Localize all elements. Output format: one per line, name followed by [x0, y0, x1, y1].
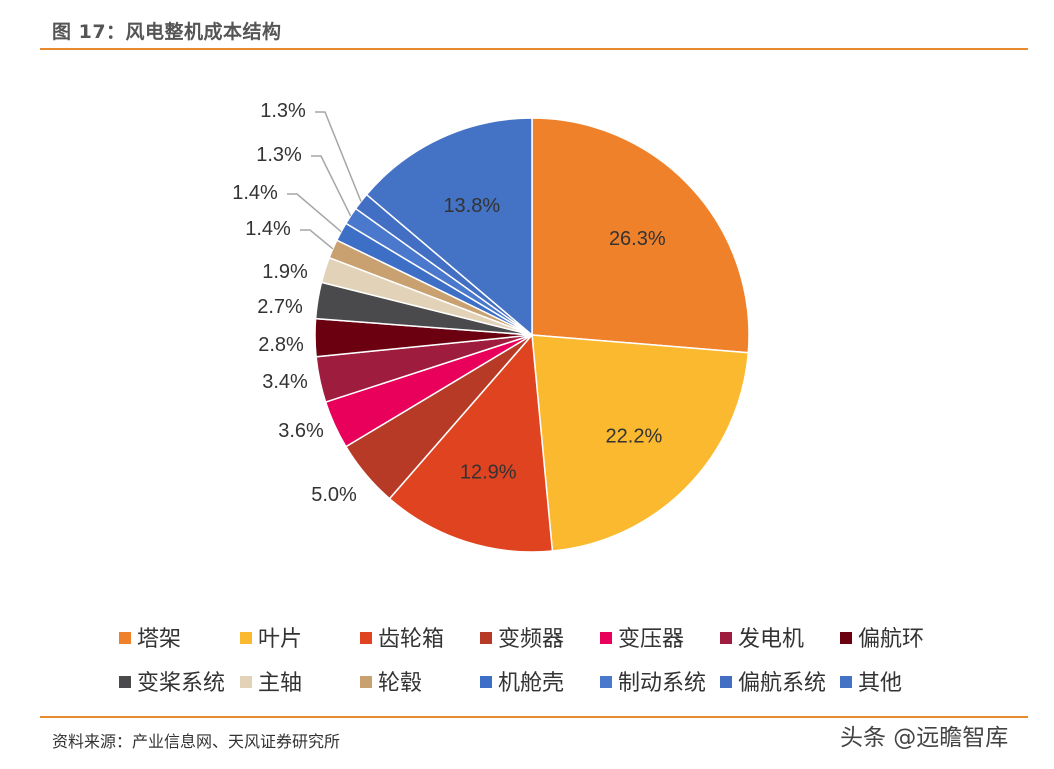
legend-swatch-11 [480, 676, 492, 688]
legend-swatch-2 [240, 632, 252, 644]
legend-label-10: 轮毂 [378, 671, 422, 696]
legend-label-7: 偏航环 [858, 627, 924, 652]
legend-swatch-3 [360, 632, 372, 644]
legend-label-8: 变桨系统 [137, 671, 225, 696]
legend-label-3: 齿轮箱 [378, 627, 444, 652]
leader-line-13 [315, 111, 362, 202]
legend-label-5: 变压器 [618, 627, 684, 652]
slice-label-12: 1.3% [256, 144, 302, 166]
slice-label-7: 2.8% [258, 334, 304, 356]
slice-label-5: 3.6% [278, 420, 324, 442]
slice-label-3: 12.9% [460, 461, 517, 483]
slice-label-2: 22.2% [606, 426, 663, 448]
legend-swatch-4 [480, 632, 492, 644]
slice-labels: 26.3% 22.2% 12.9% 5.0% 3.6% 3.4% 2.8% 2.7% 1.9% 1… [232, 100, 666, 506]
legend-swatch-1 [119, 632, 131, 644]
legend-label-4: 变频器 [498, 627, 564, 652]
pie-slice-2 [531, 334, 750, 552]
slice-label-8: 2.7% [257, 296, 303, 318]
pie-slice-1 [531, 117, 750, 354]
slice-label-9: 1.9% [262, 261, 308, 283]
leader-line-12 [311, 155, 352, 217]
slice-label-1: 26.3% [609, 228, 666, 250]
title-divider [40, 48, 1028, 50]
legend-label-1: 塔架 [137, 627, 181, 652]
pie-slices [314, 117, 750, 553]
legend-label-2: 叶片 [258, 627, 302, 652]
slice-label-4: 5.0% [311, 484, 357, 506]
slice-label-13: 1.3% [260, 100, 306, 122]
legend-swatch-9 [240, 676, 252, 688]
slice-label-6: 3.4% [262, 371, 308, 393]
legend-swatch-8 [119, 676, 131, 688]
leader-line-10 [300, 229, 334, 250]
pie-slice-3 [388, 333, 554, 553]
legend-swatch-6 [720, 632, 732, 644]
slice-label-14: 13.8% [443, 195, 500, 217]
pie-slice-14 [365, 117, 533, 337]
source-note: 资料来源：产业信息网、天风证券研究所 [52, 732, 341, 751]
legend-swatch-14 [840, 676, 852, 688]
legend-label-9: 主轴 [258, 671, 302, 696]
footer-divider [40, 716, 1028, 718]
legend-label-6: 发电机 [738, 627, 804, 652]
page-title: 图 17：风电整机成本结构 [52, 21, 282, 43]
pie-chart: 26.3% 22.2% 12.9% 5.0% 3.6% 3.4% 2.8% 2.7% 1.9% 1… [119, 100, 924, 696]
slice-label-11: 1.4% [232, 182, 278, 204]
legend-label-13: 偏航系统 [738, 671, 826, 696]
leader-lines [287, 111, 362, 250]
legend-swatch-13 [720, 676, 732, 688]
slice-label-10: 1.4% [245, 218, 291, 240]
legend-swatch-5 [600, 632, 612, 644]
watermark: 头条 @远瞻智库 [840, 725, 1009, 751]
legend-label-12: 制动系统 [618, 671, 706, 696]
legend-label-14: 其他 [858, 671, 902, 696]
legend-label-11: 机舱壳 [498, 671, 564, 696]
leader-line-11 [287, 193, 342, 233]
legend-swatch-12 [600, 676, 612, 688]
legend-swatch-10 [360, 676, 372, 688]
legend-swatch-7 [840, 632, 852, 644]
